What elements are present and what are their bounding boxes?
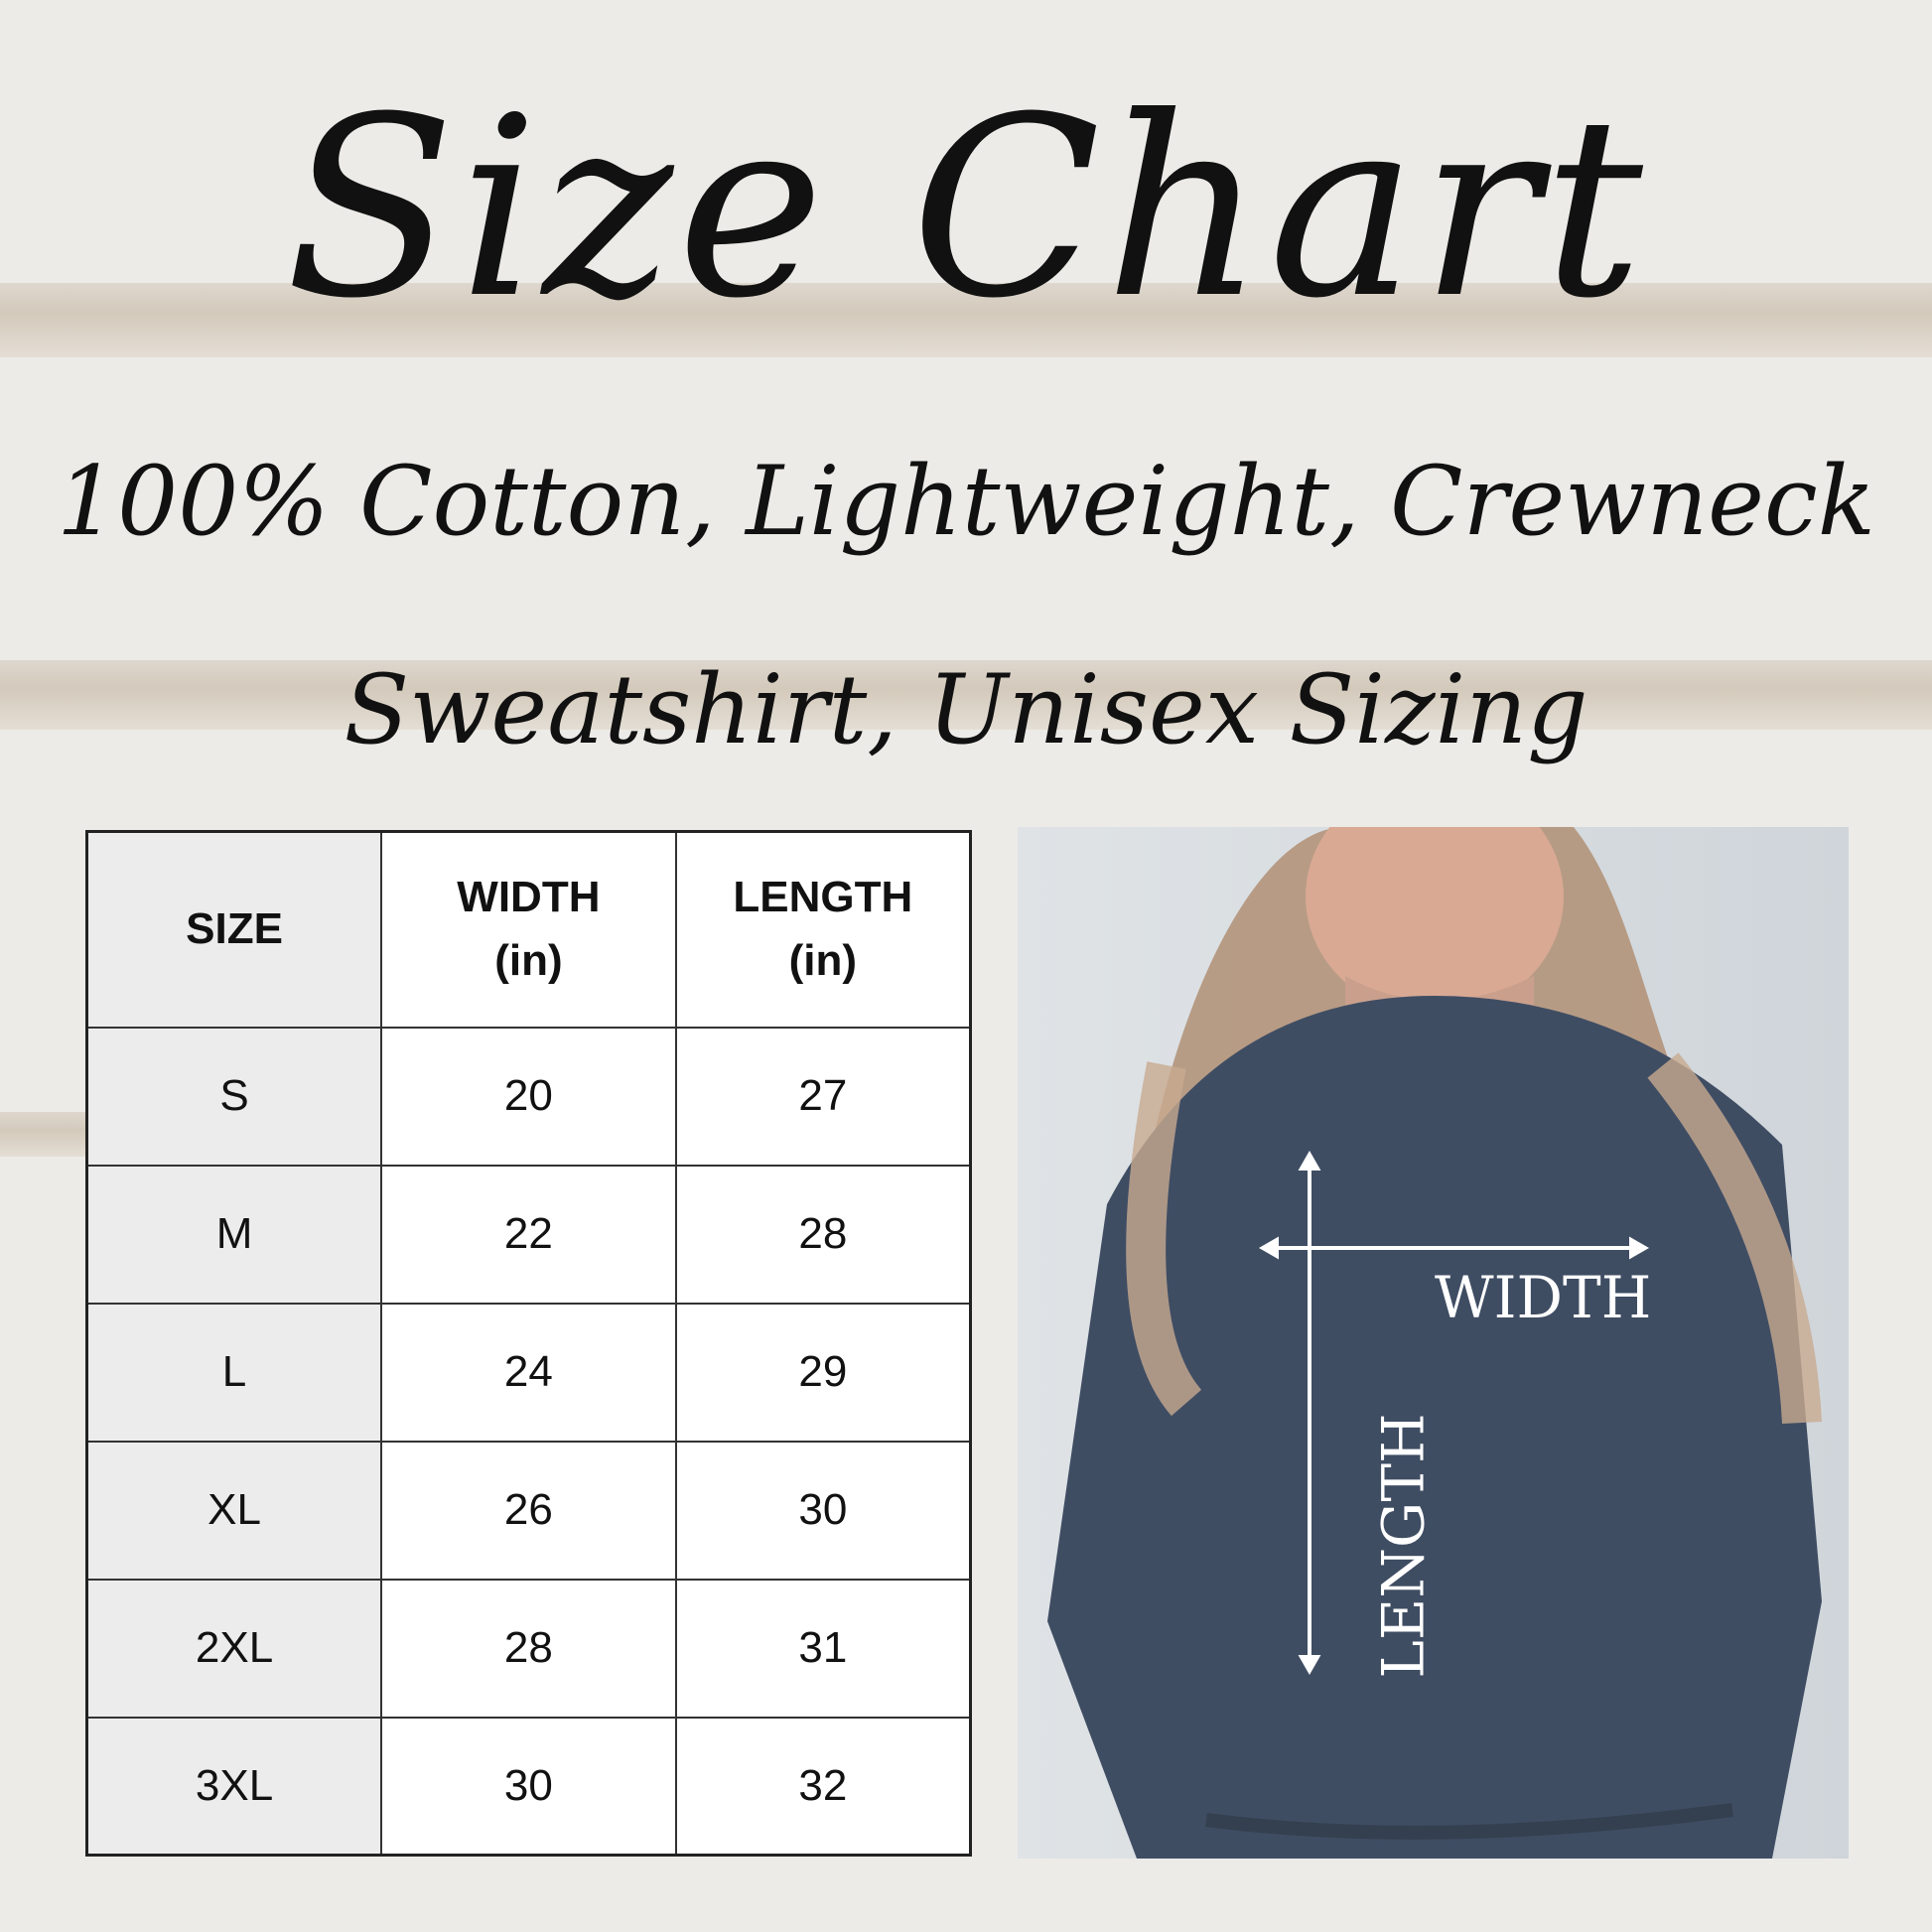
header-size: SIZE <box>85 830 383 1029</box>
measurement-arrows <box>1258 1150 1650 1676</box>
table-row: M 22 28 <box>85 1164 972 1305</box>
wood-plank <box>0 283 1932 357</box>
table-header-row: SIZE WIDTH (in) LENGTH (in) <box>85 830 972 1029</box>
size-cell: XL <box>85 1440 383 1581</box>
length-label: LENGTH <box>1369 1413 1438 1679</box>
table-row: S 20 27 <box>85 1026 972 1167</box>
width-cell: 30 <box>380 1716 677 1857</box>
size-cell: 2XL <box>85 1578 383 1719</box>
length-cell: 32 <box>674 1716 972 1857</box>
length-cell: 29 <box>674 1302 972 1443</box>
width-cell: 22 <box>380 1164 677 1305</box>
table-row: L 24 29 <box>85 1302 972 1443</box>
header-width: WIDTH (in) <box>380 830 677 1029</box>
subtitle-line-1: 100% Cotton, Lightweight, Crewneck <box>57 446 1875 557</box>
header-length: LENGTH (in) <box>674 830 972 1029</box>
length-cell: 30 <box>674 1440 972 1581</box>
table-row: XL 26 30 <box>85 1440 972 1581</box>
size-cell: S <box>85 1026 383 1167</box>
width-cell: 26 <box>380 1440 677 1581</box>
wood-plank <box>0 1112 89 1157</box>
length-cell: 27 <box>674 1026 972 1167</box>
model-illustration <box>1047 827 1822 1859</box>
width-cell: 20 <box>380 1026 677 1167</box>
subtitle-line-2: Sweatshirt, Unisex Sizing <box>344 654 1588 765</box>
size-cell: 3XL <box>85 1716 383 1857</box>
width-label: WIDTH <box>1435 1264 1652 1331</box>
wood-plank <box>0 660 1932 730</box>
table-row: 2XL 28 31 <box>85 1578 972 1719</box>
length-cell: 28 <box>674 1164 972 1305</box>
width-cell: 24 <box>380 1302 677 1443</box>
size-cell: M <box>85 1164 383 1305</box>
width-cell: 28 <box>380 1578 677 1719</box>
page-title: Size Chart <box>285 64 1647 352</box>
size-cell: L <box>85 1302 383 1443</box>
length-cell: 31 <box>674 1578 972 1719</box>
model-photo: WIDTH LENGTH <box>1018 827 1849 1859</box>
table-row: 3XL 30 32 <box>85 1716 972 1857</box>
size-table: SIZE WIDTH (in) LENGTH (in) S 20 27 M 22 28 L 24 2… <box>85 830 972 1857</box>
